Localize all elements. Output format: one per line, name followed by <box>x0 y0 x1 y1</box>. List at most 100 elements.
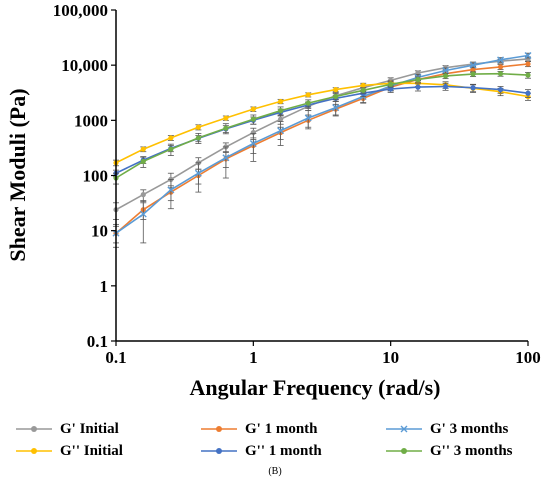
data-point <box>250 116 256 122</box>
data-point <box>525 61 531 67</box>
data-point <box>168 146 174 152</box>
legend-item-g1-initial: G' Initial <box>14 421 199 438</box>
data-point <box>277 127 285 135</box>
legend-marker <box>16 426 52 432</box>
legend-label: G' 1 month <box>245 420 318 437</box>
y-tick-label: 1 <box>100 277 109 296</box>
data-point <box>497 56 505 64</box>
data-point <box>360 87 366 93</box>
data-point <box>195 124 201 130</box>
data-point <box>140 146 146 152</box>
data-point <box>415 76 421 83</box>
data-point <box>470 85 476 91</box>
data-point <box>278 108 284 114</box>
legend-row: G'' Initial G'' 1 month G'' 3 months <box>14 440 544 462</box>
legend-marker <box>386 425 422 433</box>
y-axis-title: Shear Moduli (Pa) <box>5 88 30 261</box>
legend-marker <box>201 448 237 454</box>
data-point <box>470 67 476 73</box>
figure-caption: (B) <box>268 466 282 477</box>
legend-label: G' Initial <box>60 420 119 437</box>
series-G' Initial <box>113 56 531 220</box>
legend-label: G' 3 months <box>430 420 509 437</box>
data-point <box>250 106 256 112</box>
data-point <box>415 84 421 90</box>
legend-symbol <box>216 426 222 432</box>
data-point <box>442 83 449 90</box>
legend-symbol <box>400 425 408 433</box>
data-point <box>442 67 450 75</box>
series-line <box>115 63 529 234</box>
legend-row: G' Initial G' 1 month G' 3 months <box>14 418 544 440</box>
data-point <box>360 82 366 88</box>
data-point <box>195 135 201 141</box>
data-point <box>525 90 531 96</box>
legend: G' Initial G' 1 month G' 3 months G'' In… <box>14 418 544 462</box>
series-line <box>115 82 529 164</box>
data-point <box>168 135 174 141</box>
y-tick-label: 1000 <box>74 111 108 130</box>
y-tick-label: 10,000 <box>61 56 108 75</box>
legend-item-g2-initial: G'' Initial <box>14 443 199 460</box>
series-G'' Initial <box>113 79 531 167</box>
x-tick-label: 0.1 <box>105 348 126 367</box>
data-point <box>194 169 202 177</box>
rheology-chart: 0.1 1 10 100 1000 10,000 100,000 0.1 1 10 100 Angu… <box>5 1 541 400</box>
legend-item-g1-3months: G' 3 months <box>384 421 544 438</box>
data-point <box>223 125 229 131</box>
legend-label: G'' 3 months <box>430 442 513 459</box>
x-tick-label: 100 <box>515 348 541 367</box>
data-point <box>167 186 175 194</box>
legend-symbol <box>216 448 222 454</box>
data-point <box>139 210 147 218</box>
data-point <box>140 158 146 165</box>
legend-item-g2-3months: G'' 3 months <box>384 443 544 460</box>
y-tick-label: 100 <box>83 167 109 186</box>
data-point <box>388 81 394 87</box>
legend-symbol <box>401 448 407 454</box>
y-tick-label: 10 <box>91 222 108 241</box>
data-point <box>140 192 146 198</box>
x-tick-label: 1 <box>249 348 258 367</box>
legend-marker <box>16 448 52 454</box>
data-point <box>524 51 532 59</box>
data-point <box>278 98 284 105</box>
data-point <box>470 71 476 77</box>
data-point <box>497 71 504 77</box>
series-G' 1 month <box>113 61 531 244</box>
legend-symbol <box>31 426 37 432</box>
data-point <box>332 104 340 112</box>
legend-label: G'' 1 month <box>245 442 322 459</box>
data-point <box>222 154 230 162</box>
series-line <box>115 54 529 234</box>
legend-marker <box>386 448 422 454</box>
series-layer <box>112 51 532 248</box>
axis-layer: 0.1 1 10 100 1000 10,000 100,000 0.1 1 10 100 <box>53 1 541 367</box>
data-point <box>278 116 284 122</box>
data-point <box>469 61 477 69</box>
series-G'' 3 months <box>113 71 531 185</box>
series-line <box>115 72 529 179</box>
y-tick-label: 100,000 <box>53 1 108 20</box>
data-point <box>305 92 311 98</box>
data-point <box>304 114 312 122</box>
data-point <box>388 86 394 92</box>
data-point <box>250 129 256 136</box>
series-G'' 1 month <box>113 82 531 178</box>
data-point <box>497 64 504 70</box>
series-G' 3 months <box>112 51 532 248</box>
data-point <box>525 72 531 78</box>
data-point <box>333 87 339 93</box>
data-point <box>249 140 257 148</box>
data-point <box>497 87 504 93</box>
legend-label: G'' Initial <box>60 442 123 459</box>
data-point <box>305 100 311 106</box>
x-tick-label: 10 <box>382 348 399 367</box>
data-point <box>333 93 339 100</box>
x-axis-title: Angular Frequency (rad/s) <box>190 375 441 400</box>
data-point <box>223 115 229 121</box>
data-point <box>442 73 449 79</box>
legend-marker <box>201 426 237 432</box>
legend-item-g1-1month: G' 1 month <box>199 421 384 438</box>
legend-symbol <box>31 448 37 454</box>
